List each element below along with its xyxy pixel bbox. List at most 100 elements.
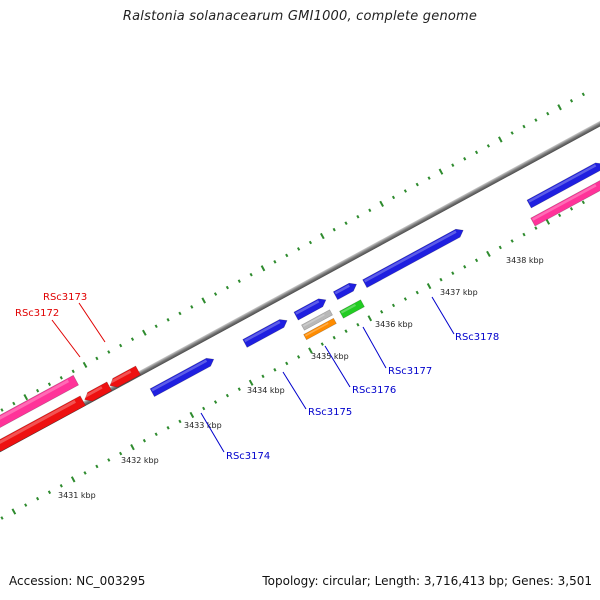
outer-tick-marks: [0, 92, 585, 412]
tick-mark: [391, 303, 396, 308]
tick-mark: [368, 208, 372, 213]
leader-line-rsc3176: [324, 345, 351, 388]
tick-mark: [569, 99, 574, 103]
map-title: Ralstonia solanacearum GMI1000, complete…: [122, 9, 478, 24]
tick-mark: [415, 290, 419, 295]
tick-mark: [0, 408, 4, 412]
tick-mark: [463, 265, 467, 269]
tick-mark: [261, 374, 265, 379]
tick-mark: [415, 182, 419, 187]
tick-mark: [178, 419, 182, 424]
tick-mark: [534, 226, 538, 230]
tick-mark: [273, 368, 277, 372]
feature-grey: [301, 309, 333, 331]
gene-red-long: [0, 395, 86, 452]
tick-mark: [451, 163, 455, 167]
tick-mark: [486, 250, 491, 257]
gene-rsc3175: [242, 319, 288, 348]
tick-mark: [332, 335, 336, 340]
tick-mark: [356, 322, 360, 327]
tick-mark: [190, 305, 194, 309]
tick-mark: [308, 347, 313, 354]
tick-mark: [225, 393, 229, 398]
tick-mark: [107, 350, 111, 354]
genome-backbone: [0, 84, 600, 471]
tick-mark: [166, 318, 170, 322]
tick-mark: [260, 265, 266, 272]
tick-mark: [297, 355, 301, 359]
leader-line-rsc3172: [51, 319, 81, 358]
tick-mark: [498, 245, 502, 250]
gene-label-rsc3176: RSc3176: [352, 385, 396, 396]
tick-mark: [142, 329, 147, 336]
kbp-label: 3431 kbp: [58, 491, 96, 500]
kbp-label: 3435 kbp: [311, 352, 349, 361]
tick-mark: [119, 451, 123, 456]
gene-leader-lines: [51, 296, 455, 453]
tick-mark: [344, 329, 348, 333]
inner-tick-marks: [0, 200, 585, 520]
gene-label-rsc3177: RSc3177: [388, 366, 432, 377]
tick-mark: [0, 516, 4, 520]
tick-mark: [403, 297, 407, 301]
tick-mark: [545, 218, 551, 225]
tick-mark: [522, 124, 526, 129]
tick-mark: [308, 240, 313, 245]
tick-mark: [522, 232, 526, 237]
tick-mark: [47, 490, 52, 495]
kbp-label: 3437 kbp: [440, 288, 478, 297]
tick-mark: [130, 444, 135, 451]
tick-mark: [154, 324, 158, 329]
tick-mark: [248, 379, 254, 386]
kbp-label: 3436 kbp: [375, 320, 413, 329]
tick-mark: [581, 92, 585, 97]
tick-mark: [23, 394, 29, 401]
tick-mark: [546, 111, 550, 116]
leader-line-rsc3174: [200, 412, 225, 453]
tick-mark: [82, 361, 88, 368]
gene-pink-left: [0, 374, 79, 434]
tick-mark: [130, 337, 135, 341]
tick-mark: [498, 136, 503, 143]
gene-rsc3173: [108, 365, 141, 388]
tick-mark: [237, 279, 241, 283]
leader-line-rsc3178: [431, 296, 455, 335]
tick-mark: [380, 310, 384, 314]
gene-rsc3172: [83, 381, 113, 402]
tick-mark: [59, 484, 63, 488]
tick-mark: [59, 376, 63, 380]
tick-mark: [154, 432, 158, 437]
gene-features: [0, 162, 600, 452]
gene-rsc3176: [293, 298, 327, 321]
tick-mark: [332, 227, 336, 232]
tick-mark: [24, 503, 28, 507]
kbp-label: 3433 kbp: [184, 421, 222, 430]
gene-label-rsc3175: RSc3175: [308, 407, 352, 418]
feature-green: [339, 299, 365, 319]
kbp-label: 3434 kbp: [247, 386, 285, 395]
tick-mark: [320, 232, 325, 240]
tick-mark: [107, 458, 111, 462]
tick-mark: [486, 144, 490, 148]
tick-mark: [474, 258, 479, 263]
tick-mark: [166, 426, 170, 430]
tick-mark: [427, 176, 431, 180]
tick-mark: [202, 406, 206, 411]
gene-label-rsc3173: RSc3173: [43, 292, 87, 303]
leader-line-rsc3175: [282, 371, 307, 410]
kbp-label: 3432 kbp: [121, 456, 159, 465]
tick-mark: [581, 200, 585, 205]
tick-mark: [201, 297, 206, 304]
tick-mark: [142, 438, 146, 443]
tick-mark: [36, 388, 40, 393]
tick-mark: [237, 387, 241, 391]
tick-mark: [36, 496, 40, 501]
tick-mark: [119, 343, 123, 348]
tick-mark: [510, 131, 514, 135]
genome-summary: Topology: circular; Length: 3,716,413 bp…: [262, 574, 592, 588]
gene-rsc3177: [332, 282, 357, 301]
feature-orange: [303, 317, 337, 341]
tick-mark: [178, 311, 182, 316]
tick-mark: [95, 356, 99, 361]
